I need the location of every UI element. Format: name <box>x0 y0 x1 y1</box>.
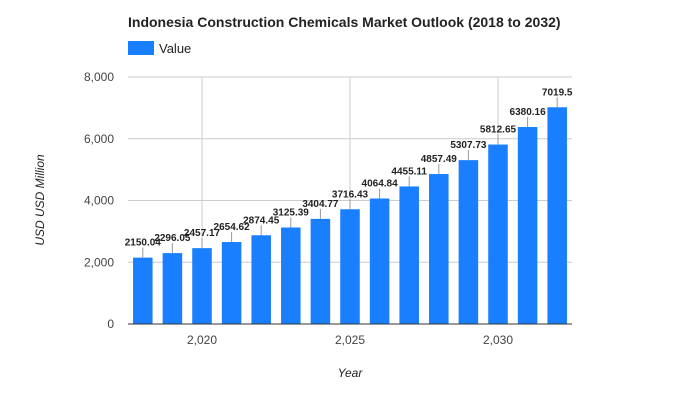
bar <box>221 242 242 324</box>
bar <box>399 186 419 324</box>
data-label: 4857.49 <box>421 154 458 165</box>
y-tick-label: 4,000 <box>84 194 114 208</box>
legend-swatch-value <box>128 41 154 55</box>
x-tick-label: 2,020 <box>187 333 217 347</box>
data-label: 3404.77 <box>302 199 339 210</box>
bar <box>340 209 360 324</box>
x-axis-title: Year <box>338 366 364 380</box>
y-axis-title: USD USD Million <box>33 154 47 246</box>
y-tick-label: 0 <box>107 317 114 331</box>
bar <box>429 174 449 324</box>
bar <box>458 160 479 324</box>
y-tick-label: 2,000 <box>84 255 114 269</box>
bar <box>488 144 508 324</box>
bar <box>547 107 567 324</box>
bar <box>192 248 212 324</box>
bar <box>251 235 271 324</box>
data-label: 2654.62 <box>214 222 251 233</box>
bar <box>310 218 331 324</box>
legend-label-value: Value <box>159 41 191 56</box>
x-tick-label: 2,030 <box>483 333 513 347</box>
bars <box>133 107 567 324</box>
bar <box>517 127 538 324</box>
chart-title: Indonesia Construction Chemicals Market … <box>128 14 561 30</box>
legend: Value <box>128 41 191 56</box>
x-tick-labels: 2,020 2,025 2,030 <box>187 333 513 347</box>
x-tick-label: 2,025 <box>335 333 365 347</box>
data-label: 2457.17 <box>184 228 221 239</box>
y-tick-label: 6,000 <box>84 132 114 146</box>
bar <box>369 198 390 324</box>
bar <box>133 257 153 324</box>
data-label: 7019.5 <box>542 87 573 98</box>
data-label: 3125.39 <box>273 208 310 219</box>
data-label: 2150.04 <box>125 238 162 249</box>
data-labels: 2150.042296.052457.172654.622874.453125.… <box>125 87 573 258</box>
data-label: 6380.16 <box>510 107 547 118</box>
bar <box>162 253 183 324</box>
y-tick-label: 8,000 <box>84 70 114 84</box>
data-label: 5812.65 <box>480 125 517 136</box>
data-label: 2296.05 <box>154 233 191 244</box>
bar <box>281 227 301 324</box>
y-tick-labels: 0 2,000 4,000 6,000 8,000 <box>84 70 114 331</box>
data-label: 3716.43 <box>332 189 369 200</box>
data-label: 4064.84 <box>362 178 399 189</box>
data-label: 4455.11 <box>391 166 427 177</box>
data-label: 5307.73 <box>450 140 487 151</box>
data-label: 2874.45 <box>243 215 280 226</box>
